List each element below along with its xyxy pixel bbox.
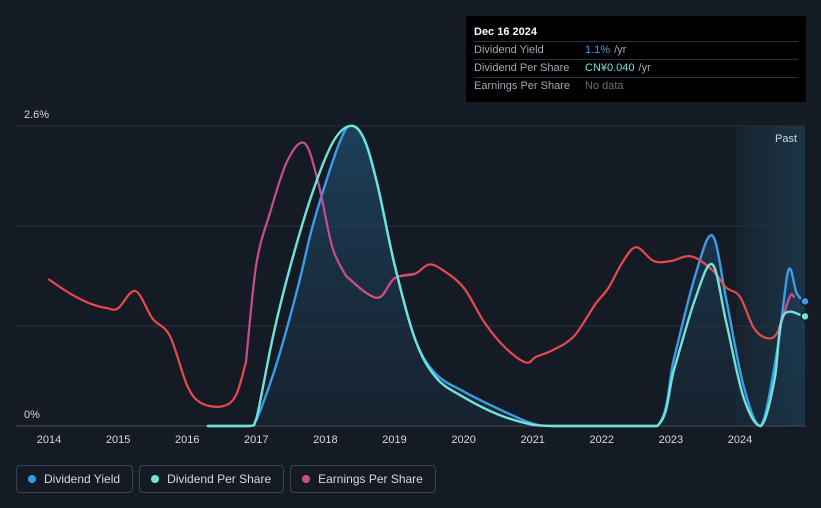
- y-tick-label: 2.6%: [24, 109, 49, 121]
- earnings-per-share-line: [244, 141, 348, 364]
- tooltip-label: Earnings Per Share: [474, 80, 570, 92]
- tooltip-value-wrap: CN¥0.040 /yr: [585, 60, 651, 77]
- legend-label: Dividend Per Share: [167, 472, 272, 486]
- legend-label: Earnings Per Share: [318, 472, 423, 486]
- legend-dot: [28, 475, 36, 483]
- x-tick-label: 2017: [244, 434, 268, 446]
- dividend-per-share-line: [206, 124, 806, 428]
- past-label: Past: [775, 133, 797, 145]
- x-tick-label: 2023: [659, 434, 683, 446]
- legend-label: Dividend Yield: [44, 472, 121, 486]
- dividend-yield-line: [206, 124, 806, 428]
- chart-legend: Dividend Yield Dividend Per Share Earnin…: [16, 465, 436, 493]
- dividend-yield-end-marker: [800, 296, 810, 307]
- x-tick-label: 2020: [451, 434, 475, 446]
- tooltip-value: No data: [585, 80, 624, 92]
- legend-item-dividend-yield[interactable]: Dividend Yield: [16, 465, 134, 493]
- tooltip-row-dividend-per-share: Dividend Per Share CN¥0.040 /yr: [474, 59, 798, 77]
- legend-item-earnings-per-share[interactable]: Earnings Per Share: [290, 465, 436, 493]
- x-tick-label: 2016: [175, 434, 199, 446]
- tooltip-value: CN¥0.040: [585, 62, 635, 74]
- dividend-per-share-end-marker: [800, 311, 810, 322]
- x-tick-label: 2015: [106, 434, 130, 446]
- dividend-yield-area: [207, 125, 805, 426]
- tooltip-label: Dividend Yield: [474, 44, 544, 56]
- legend-item-dividend-per-share[interactable]: Dividend Per Share: [139, 465, 285, 493]
- y-tick-label: 0%: [24, 409, 40, 421]
- x-axis: 2014 2015 2016 2017 2018 2019 2020 2021 2022 2023…: [37, 434, 752, 446]
- tooltip-unit: /yr: [614, 44, 627, 56]
- x-tick-label: 2014: [37, 434, 61, 446]
- legend-dot: [151, 475, 160, 483]
- tooltip-date: Dec 16 2024: [474, 26, 537, 38]
- x-tick-label: 2021: [520, 434, 544, 446]
- tooltip-unit: /yr: [638, 62, 651, 74]
- earnings-per-share-line: [47, 278, 247, 408]
- earnings-per-share-line: [345, 272, 416, 299]
- tooltip-value-wrap: No data: [585, 78, 624, 95]
- x-tick-label: 2019: [382, 434, 406, 446]
- legend-dot: [302, 475, 311, 483]
- earnings-per-share-line: [345, 246, 795, 364]
- y-axis: 2.6% 0%: [24, 109, 49, 421]
- tooltip-label: Dividend Per Share: [474, 62, 570, 74]
- x-tick-label: 2022: [590, 434, 614, 446]
- tooltip-value-wrap: 1.1% /yr: [585, 42, 626, 59]
- x-tick-label: 2024: [728, 434, 752, 446]
- x-tick-label: 2018: [313, 434, 337, 446]
- tooltip-row-earnings-per-share: Earnings Per Share No data: [474, 77, 798, 95]
- tooltip-row-dividend-yield: Dividend Yield 1.1% /yr: [474, 41, 798, 59]
- series-layer: [47, 124, 810, 428]
- hover-tooltip: Dec 16 2024 Dividend Yield 1.1% /yr Divi…: [466, 16, 806, 102]
- tooltip-value: 1.1%: [585, 44, 611, 56]
